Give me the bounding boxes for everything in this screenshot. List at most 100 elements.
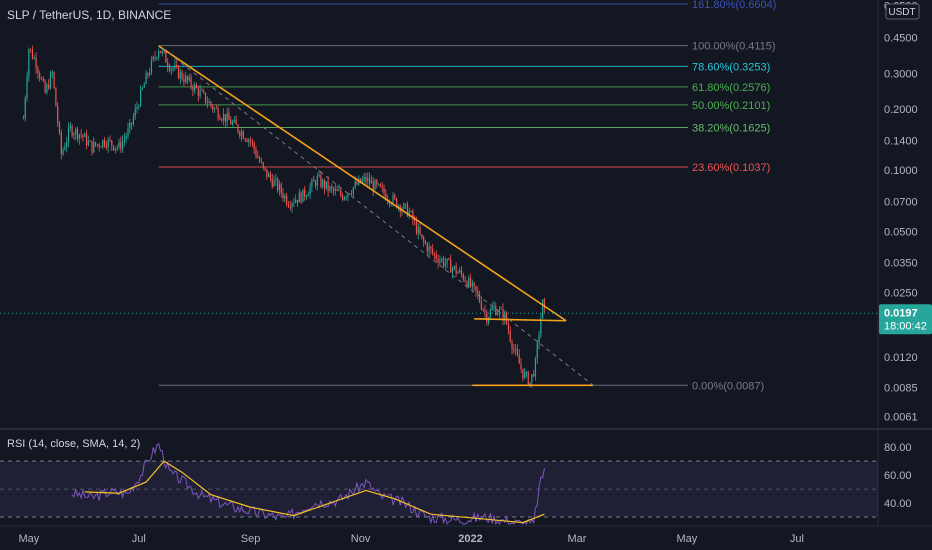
candle-body — [450, 259, 452, 273]
candle-body — [154, 56, 156, 58]
candle-body — [264, 167, 266, 170]
candle-body — [482, 309, 484, 311]
candle-body — [62, 149, 64, 155]
candle-body — [89, 140, 91, 142]
fib-level-label: 100.00%(0.4115) — [692, 41, 776, 53]
rsi-tick-label: 40.00 — [884, 498, 912, 510]
candle-body — [152, 56, 154, 60]
candle-body — [513, 349, 515, 351]
candle-body — [376, 180, 378, 185]
candle-body — [365, 176, 367, 182]
candle-body — [147, 73, 149, 75]
candle-body — [134, 108, 136, 117]
fib-level-label: 50.00%(0.2101) — [692, 100, 770, 112]
candle-body — [295, 199, 297, 203]
candle-body — [212, 105, 214, 110]
candle-body — [221, 119, 223, 121]
price-tick-label: 0.3000 — [884, 68, 918, 80]
candle-body — [111, 140, 113, 146]
rsi-line — [71, 442, 545, 526]
candle-body — [49, 73, 52, 89]
candle-body — [251, 141, 254, 143]
candle-body — [305, 196, 308, 198]
candle-body — [120, 142, 122, 149]
candle-body — [529, 382, 531, 386]
rsi-axis[interactable]: 80.00 60.00 40.00 — [884, 442, 912, 510]
candle-body — [105, 145, 107, 148]
candle-body — [341, 195, 344, 200]
candle-body — [286, 195, 288, 205]
candle-body — [125, 135, 127, 139]
candle-body — [215, 108, 217, 110]
time-tick-label: Sep — [241, 533, 261, 545]
candle-body — [511, 340, 513, 350]
candle-body — [195, 84, 198, 89]
candle-body — [343, 197, 345, 200]
candle-body — [219, 118, 221, 120]
candle-body — [408, 211, 410, 217]
candle-body — [368, 177, 371, 184]
candle-body — [338, 190, 340, 192]
candle-body — [266, 169, 268, 177]
candle-countdown-label: 18:00:42 — [884, 320, 927, 332]
candle-body — [103, 139, 106, 146]
unit-box — [885, 3, 920, 20]
time-tick-label: May — [677, 533, 698, 545]
candle-body — [145, 73, 147, 85]
candle-body — [527, 371, 529, 386]
candle-body — [489, 310, 491, 318]
trendline-support-upper[interactable] — [474, 318, 567, 322]
candle-body — [296, 199, 299, 203]
candle-body — [327, 181, 329, 191]
candle-body — [76, 128, 79, 139]
candle-body — [233, 119, 235, 122]
trendline-drawings[interactable] — [158, 45, 594, 387]
candle-body — [80, 134, 82, 136]
candle-body — [156, 57, 158, 59]
rsi-pane[interactable] — [0, 433, 878, 526]
candle-body — [345, 196, 347, 198]
candle-body — [33, 58, 35, 59]
candle-body — [28, 49, 30, 77]
time-axis[interactable]: May Jul Sep Nov 2022 Mar May Jul — [18, 533, 803, 545]
candle-body — [446, 258, 448, 264]
candle-body — [69, 125, 71, 129]
trendline-projection-dashed[interactable] — [161, 47, 594, 386]
candle-body — [249, 139, 252, 142]
candle-body — [352, 187, 354, 194]
trendline-descending-resistance[interactable] — [158, 45, 567, 322]
rsi-series — [71, 442, 545, 526]
candle-body — [257, 156, 259, 158]
candle-body — [459, 270, 461, 273]
candle-body — [194, 84, 196, 91]
fibonacci-retracement[interactable]: 161.80%(0.6604) 100.00%(0.4115) 78.60%(0.3… — [158, 0, 777, 392]
candle-body — [170, 68, 172, 71]
candle-body — [304, 189, 306, 197]
candle-body — [457, 272, 459, 274]
candle-body — [22, 118, 25, 120]
candle-body — [460, 270, 463, 275]
candle-body — [138, 106, 140, 108]
candle-body — [26, 76, 28, 99]
candle-body — [471, 282, 473, 287]
candle-body — [268, 173, 270, 177]
candle-body — [469, 277, 472, 287]
candle-body — [370, 181, 372, 184]
candle-body — [486, 312, 488, 323]
price-axis[interactable]: 0.65000.45000.30000.20000.14000.10000.07… — [884, 0, 918, 423]
candle-body — [60, 132, 62, 155]
candle-body — [484, 310, 486, 313]
candle-body — [307, 194, 309, 197]
candle-body — [419, 227, 421, 235]
price-tick-label: 0.4500 — [884, 33, 918, 45]
candle-body — [426, 243, 428, 252]
candle-body — [186, 76, 189, 81]
candle-body — [325, 181, 327, 189]
candle-body — [441, 258, 443, 261]
candle-body — [98, 144, 100, 147]
candle-body — [240, 131, 243, 136]
candle-body — [316, 176, 318, 187]
candle-body — [172, 68, 174, 70]
candle-body — [349, 193, 351, 195]
